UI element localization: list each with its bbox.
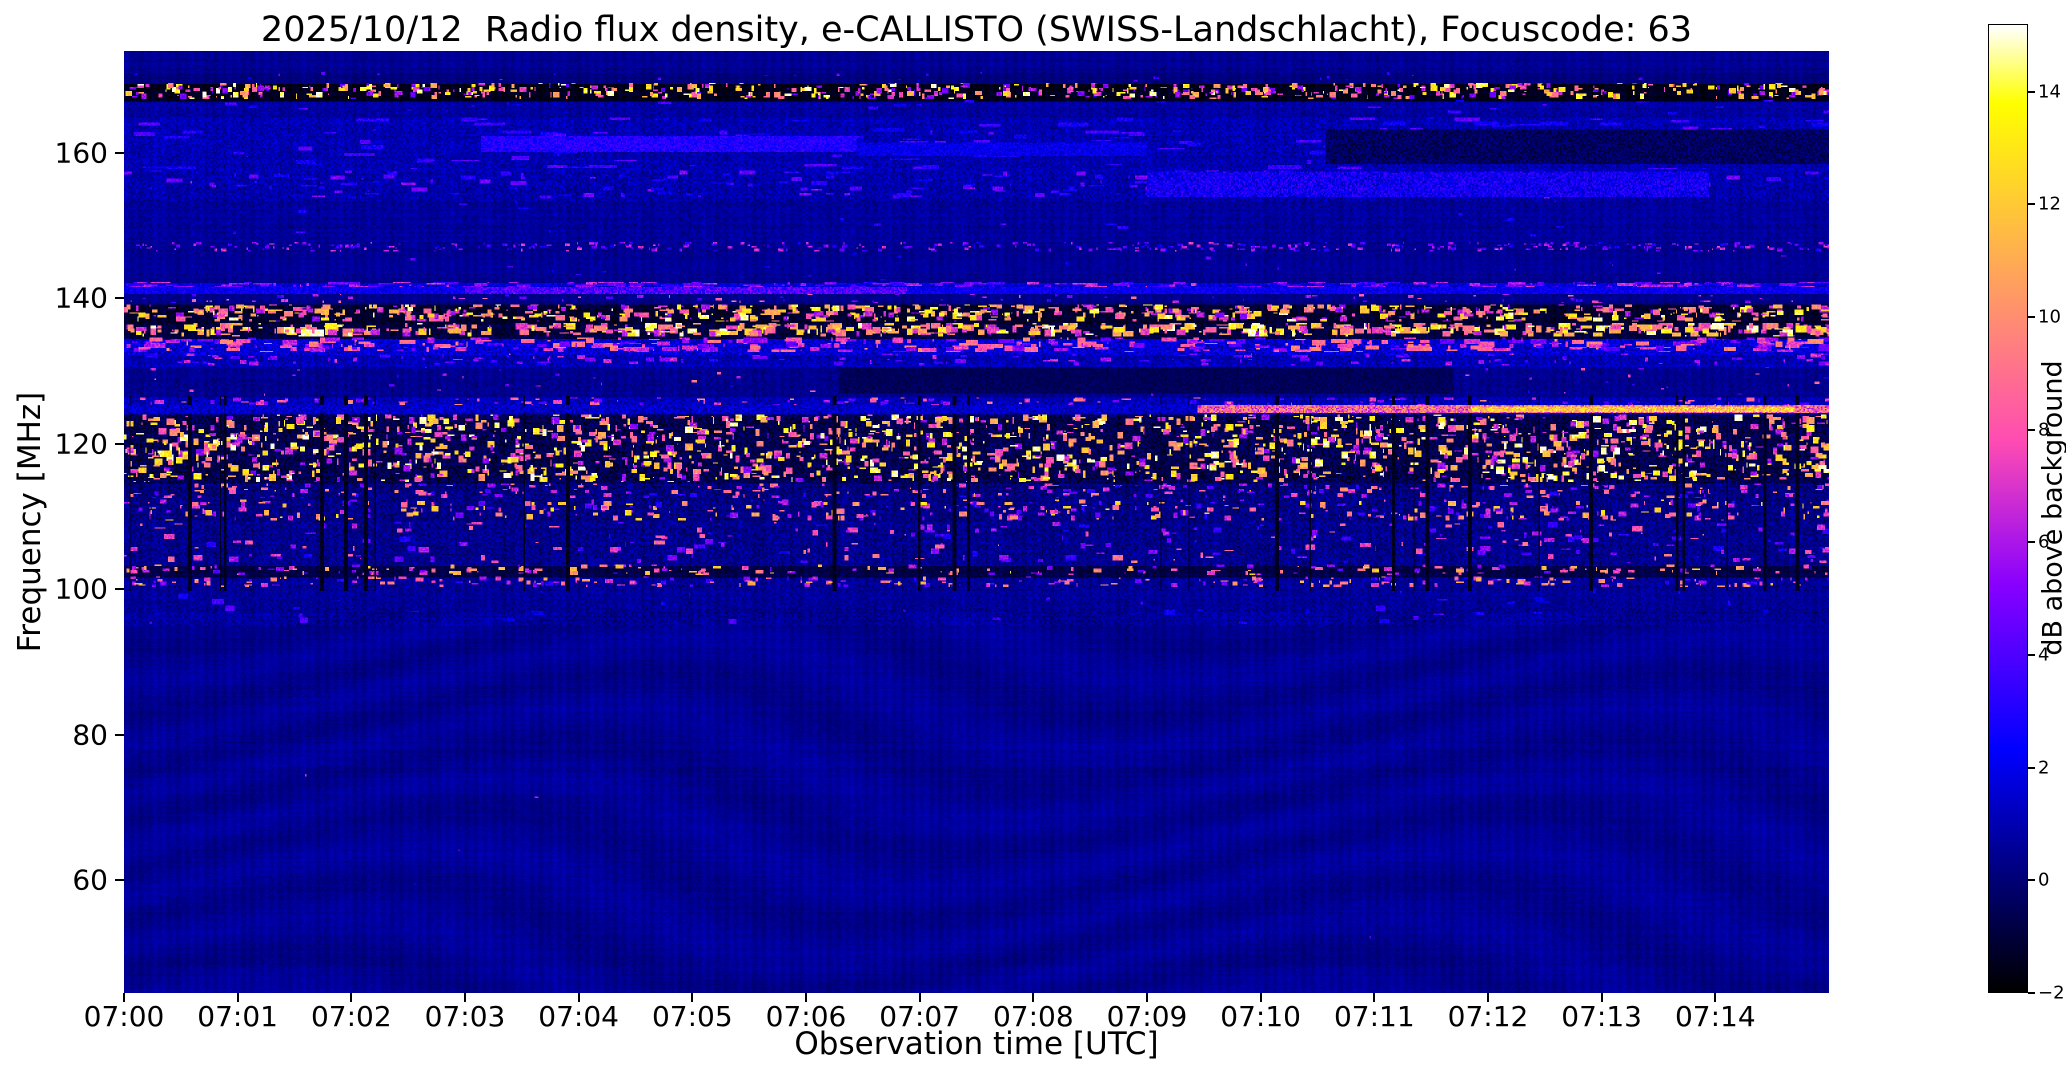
y-tick-label: 120 <box>54 427 108 461</box>
colorbar-tick-label: −2 <box>2038 982 2065 1004</box>
colorbar-tick-mark <box>2028 428 2035 431</box>
y-tick-label: 60 <box>72 863 108 897</box>
colorbar-tick-label: 0 <box>2038 869 2050 891</box>
x-tick-mark <box>1600 993 1603 1002</box>
spectrogram-canvas <box>124 51 1829 993</box>
x-tick-label: 07:11 <box>1333 1000 1415 1033</box>
colorbar-tick-label: 2 <box>2038 757 2050 779</box>
x-tick-mark <box>236 993 239 1002</box>
colorbar-tick-mark <box>2028 203 2035 206</box>
x-tick-mark <box>805 993 807 1002</box>
x-tick-label: 07:07 <box>879 1000 961 1033</box>
y-tick-mark <box>115 297 124 300</box>
x-tick-label: 07:04 <box>538 1000 620 1033</box>
x-tick-label: 07:01 <box>197 1000 279 1033</box>
x-tick-mark <box>691 993 694 1002</box>
x-tick-label: 07:00 <box>83 1000 165 1033</box>
y-tick-label: 140 <box>54 281 108 315</box>
colorbar-tick-mark <box>2028 653 2035 656</box>
x-tick-label: 07:05 <box>651 1000 733 1033</box>
chart-title: 2025/10/12 Radio flux density, e-CALLIST… <box>260 10 1693 50</box>
x-tick-mark <box>1487 993 1489 1002</box>
colorbar-canvas <box>1989 25 2027 992</box>
colorbar-tick-label: 8 <box>2038 419 2050 441</box>
x-tick-label: 07:03 <box>424 1000 506 1033</box>
x-tick-label: 07:14 <box>1674 1000 1756 1033</box>
colorbar-tick-label: 6 <box>2038 531 2050 553</box>
x-tick-mark <box>123 993 125 1002</box>
y-tick-mark <box>115 151 124 154</box>
colorbar <box>1988 24 2028 993</box>
x-tick-mark <box>1259 993 1262 1002</box>
x-axis-label: Observation time [UTC] <box>794 1026 1159 1062</box>
y-tick-label: 100 <box>54 572 108 606</box>
colorbar-tick-label: 12 <box>2038 193 2061 215</box>
y-tick-mark <box>115 442 124 445</box>
x-tick-label: 07:09 <box>1106 1000 1188 1033</box>
colorbar-tick-label: 14 <box>2038 81 2061 103</box>
x-tick-label: 07:06 <box>765 1000 847 1033</box>
x-tick-mark <box>350 993 353 1002</box>
colorbar-tick-mark <box>2028 541 2035 544</box>
colorbar-tick-mark <box>2028 315 2035 318</box>
x-tick-mark <box>464 993 466 1002</box>
colorbar-tick-mark <box>2028 879 2035 882</box>
x-tick-mark <box>1032 993 1035 1002</box>
colorbar-tick-mark <box>2028 90 2035 93</box>
plot-area <box>124 51 1829 993</box>
x-tick-label: 07:12 <box>1447 1000 1529 1033</box>
x-tick-mark <box>1714 993 1717 1002</box>
colorbar-tick-mark <box>2028 992 2035 994</box>
y-tick-mark <box>115 879 124 882</box>
colorbar-tick-label: 10 <box>2038 306 2061 328</box>
colorbar-tick-label: 4 <box>2038 644 2050 666</box>
y-tick-mark <box>115 733 124 736</box>
x-tick-mark <box>918 993 921 1002</box>
colorbar-tick-mark <box>2028 766 2035 769</box>
x-tick-label: 07:10 <box>1220 1000 1302 1033</box>
x-tick-mark <box>1146 993 1148 1002</box>
y-tick-label: 160 <box>54 136 108 170</box>
x-tick-mark <box>577 993 580 1002</box>
x-tick-label: 07:08 <box>992 1000 1074 1033</box>
y-tick-label: 80 <box>72 718 108 752</box>
x-tick-mark <box>1373 993 1376 1002</box>
y-tick-mark <box>115 588 124 591</box>
x-tick-label: 07:02 <box>310 1000 392 1033</box>
colorbar-label: dB above background <box>2037 360 2066 656</box>
x-tick-label: 07:13 <box>1561 1000 1643 1033</box>
